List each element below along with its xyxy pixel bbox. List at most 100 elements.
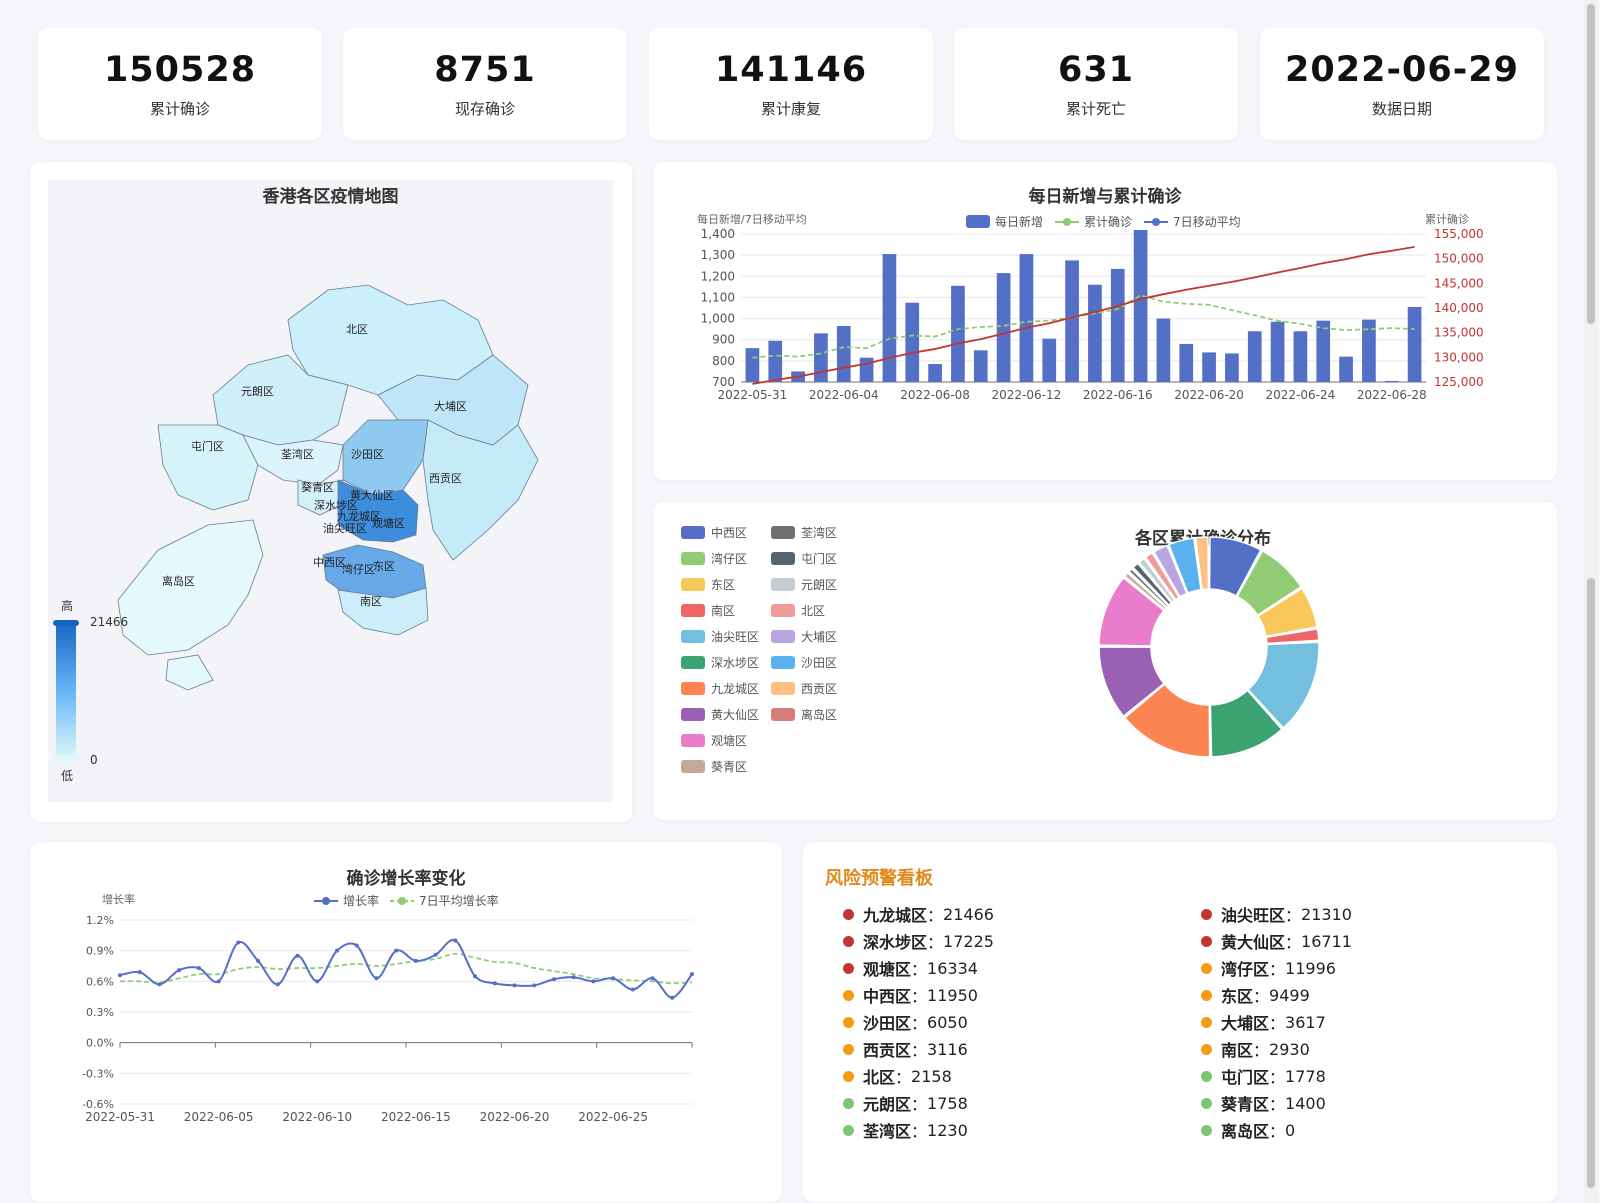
- daily-bar[interactable]: [1133, 230, 1148, 382]
- growth-rate-point[interactable]: [315, 979, 320, 984]
- pie-legend-item[interactable]: 黄大仙区: [681, 706, 759, 723]
- legend-dot-avg[interactable]: [398, 897, 406, 905]
- growth-rate-point[interactable]: [216, 979, 221, 984]
- growth-rate-point[interactable]: [630, 987, 635, 992]
- legend-swatch-daily-new[interactable]: [966, 215, 990, 228]
- growth-rate-point[interactable]: [236, 940, 241, 945]
- daily-bar[interactable]: [1270, 321, 1285, 382]
- pie-legend-label[interactable]: 西贡区: [801, 682, 838, 696]
- daily-bar[interactable]: [882, 254, 897, 382]
- pie-legend-item[interactable]: 沙田区: [771, 654, 837, 671]
- pie-legend-label[interactable]: 元朗区: [801, 578, 838, 592]
- pie-legend-label[interactable]: 中西区: [711, 526, 748, 540]
- daily-bar[interactable]: [1339, 356, 1353, 382]
- pie-legend-label[interactable]: 屯门区: [801, 552, 838, 566]
- growth-rate-point[interactable]: [334, 948, 339, 953]
- daily-bar[interactable]: [1316, 320, 1331, 382]
- pie-legend-swatch[interactable]: [681, 604, 705, 617]
- pie-legend-label[interactable]: 大埔区: [801, 630, 838, 644]
- legend-label-daily-new[interactable]: 每日新增: [995, 214, 1043, 229]
- pie-legend-swatch[interactable]: [681, 734, 705, 747]
- legend-dot-cumulative[interactable]: [1063, 218, 1071, 226]
- growth-rate-point[interactable]: [196, 966, 201, 971]
- daily-cumulative-line[interactable]: [752, 245, 1415, 385]
- pie-legend-item[interactable]: 湾仔区: [681, 550, 747, 567]
- pie-slice[interactable]: [1257, 587, 1318, 638]
- growth-rate-point[interactable]: [670, 995, 675, 1000]
- daily-bar[interactable]: [905, 302, 920, 382]
- pie-legend-item[interactable]: 大埔区: [771, 628, 837, 645]
- pie-legend-item[interactable]: 荃湾区: [771, 524, 837, 541]
- pie-legend-label[interactable]: 东区: [711, 578, 736, 592]
- daily-bar[interactable]: [1156, 318, 1171, 382]
- pie-legend-label[interactable]: 荃湾区: [801, 526, 838, 540]
- daily-bar[interactable]: [1202, 352, 1216, 382]
- pie-slice[interactable]: [1153, 544, 1188, 598]
- growth-avg-line[interactable]: [119, 952, 693, 985]
- pie-legend-swatch[interactable]: [681, 552, 705, 565]
- pie-legend-item[interactable]: 北区: [771, 602, 825, 619]
- pie-legend-swatch[interactable]: [771, 552, 795, 565]
- legend-label-moving-avg[interactable]: 7日移动平均: [1173, 215, 1241, 229]
- pie-legend-item[interactable]: 油尖旺区: [681, 628, 759, 645]
- growth-rate-point[interactable]: [492, 981, 497, 986]
- pie-legend-label[interactable]: 沙田区: [801, 656, 838, 670]
- pie-slice[interactable]: [1128, 568, 1169, 608]
- pie-legend-item[interactable]: 屯门区: [771, 550, 837, 567]
- pie-legend-label[interactable]: 葵青区: [711, 760, 748, 774]
- pie-slice[interactable]: [1124, 683, 1211, 758]
- daily-moving-avg-line[interactable]: [752, 294, 1415, 359]
- pie-legend-item[interactable]: 中西区: [681, 524, 747, 541]
- growth-rate-point[interactable]: [256, 958, 261, 963]
- pie-legend-item[interactable]: 深水埗区: [681, 654, 759, 671]
- daily-bar[interactable]: [1384, 380, 1399, 382]
- pie-slice[interactable]: [1236, 550, 1302, 616]
- pie-legend-label[interactable]: 湾仔区: [711, 552, 748, 566]
- hk-district-map[interactable]: 北区 元朗区 大埔区 屯门区 荃湾区 沙田区 西贡区 葵青区 黄大仙区 深水埗区…: [48, 180, 613, 802]
- daily-bar[interactable]: [1247, 331, 1262, 382]
- growth-rate-point[interactable]: [374, 976, 379, 981]
- pie-slice[interactable]: [1209, 689, 1283, 758]
- growth-rate-point[interactable]: [571, 975, 576, 980]
- visual-map-gradient-bar[interactable]: [56, 620, 76, 760]
- growth-rate-point[interactable]: [177, 968, 182, 973]
- legend-label-rate[interactable]: 增长率: [343, 893, 379, 908]
- daily-bar[interactable]: [1042, 338, 1057, 382]
- pie-legend-item[interactable]: 元朗区: [771, 576, 837, 593]
- legend-label-avg[interactable]: 7日平均增长率: [419, 893, 499, 908]
- pie-legend-item[interactable]: 观塘区: [681, 732, 747, 749]
- growth-legend[interactable]: 增长率 7日平均增长率: [314, 893, 499, 908]
- pie-slice[interactable]: [1098, 577, 1165, 647]
- page-scrollbar[interactable]: [1584, 0, 1598, 1203]
- growth-rate-point[interactable]: [394, 948, 399, 953]
- growth-rate-point[interactable]: [532, 983, 537, 988]
- pie-legend-label[interactable]: 南区: [711, 604, 736, 618]
- pie-legend-swatch[interactable]: [771, 630, 795, 643]
- daily-bar[interactable]: [1088, 284, 1102, 382]
- daily-legend[interactable]: 每日新增 累计确诊 7日移动平均: [966, 214, 1241, 229]
- pie-legend-swatch[interactable]: [681, 656, 705, 669]
- visual-map-handle-top[interactable]: [53, 620, 79, 626]
- daily-bar[interactable]: [928, 364, 942, 382]
- pie-legend-label[interactable]: 观塘区: [711, 734, 748, 748]
- growth-rate-point[interactable]: [551, 977, 556, 982]
- growth-rate-point[interactable]: [118, 973, 122, 978]
- daily-bar[interactable]: [996, 273, 1011, 382]
- pie-legend-swatch[interactable]: [771, 604, 795, 617]
- daily-bar[interactable]: [1225, 353, 1239, 382]
- map-canvas[interactable]: 香港各区疫情地图: [48, 180, 613, 802]
- growth-rate-line[interactable]: [119, 938, 693, 999]
- daily-bar[interactable]: [1362, 319, 1376, 382]
- daily-bar[interactable]: [951, 285, 965, 382]
- pie-legend-label[interactable]: 离岛区: [801, 708, 838, 722]
- pie-legend-label[interactable]: 油尖旺区: [711, 630, 760, 644]
- growth-rate-point[interactable]: [275, 982, 280, 987]
- pie-slice[interactable]: [1132, 562, 1173, 606]
- pie-legend-swatch[interactable]: [681, 630, 705, 643]
- pie-slice[interactable]: [1098, 646, 1165, 717]
- pie-legend-item[interactable]: 葵青区: [681, 758, 747, 775]
- legend-label-cumulative[interactable]: 累计确诊: [1084, 215, 1132, 229]
- daily-bar[interactable]: [1179, 343, 1194, 382]
- pie-legend-swatch[interactable]: [681, 708, 705, 721]
- growth-rate-point[interactable]: [591, 979, 596, 984]
